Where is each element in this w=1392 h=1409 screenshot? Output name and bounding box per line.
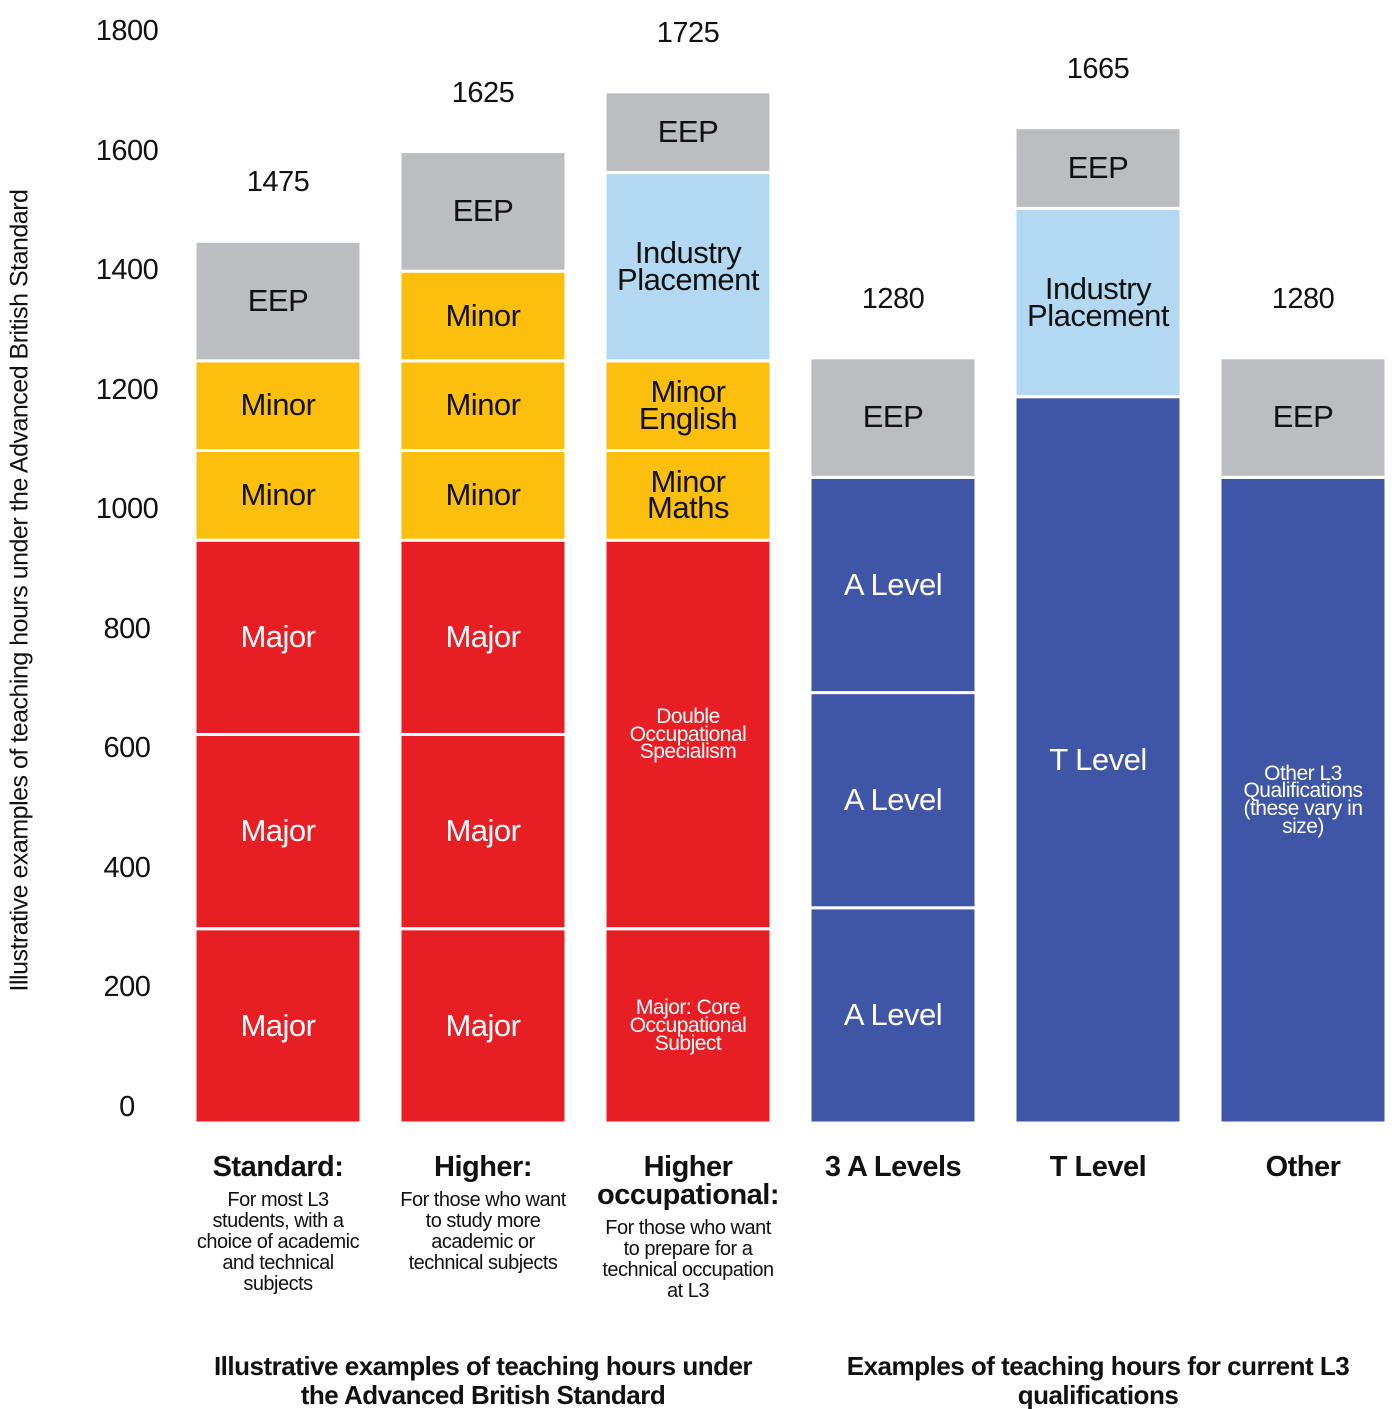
segment-label: Industry Placement bbox=[1027, 271, 1169, 333]
bar-segment bbox=[398, 538, 568, 736]
segment-label: Minor bbox=[445, 297, 521, 333]
bar-segment bbox=[603, 538, 773, 931]
bar-segment bbox=[398, 150, 568, 273]
segment-label: Double Occupational Specialism bbox=[629, 704, 747, 764]
bar-segment bbox=[398, 359, 568, 453]
segment-label: Minor bbox=[240, 477, 316, 513]
segment-label: Major: Core Occupational Subject bbox=[629, 996, 747, 1055]
segment-label: Major bbox=[445, 619, 521, 655]
total-label: 1280 bbox=[1271, 282, 1335, 315]
y-tick-label: 1800 bbox=[95, 15, 159, 47]
y-tick-label: 1400 bbox=[95, 254, 159, 287]
total-label: 1475 bbox=[246, 166, 310, 199]
segment-label: T Level bbox=[1049, 741, 1147, 777]
bar-segment bbox=[193, 449, 363, 542]
total-label: 1725 bbox=[656, 16, 720, 49]
segment-label: EEP bbox=[657, 114, 719, 149]
category-label: Higher: bbox=[434, 1151, 533, 1183]
category-label: T Level bbox=[1049, 1151, 1147, 1183]
bar-segment bbox=[603, 449, 773, 542]
category-description: For most L3 students, with a choice of a… bbox=[196, 1189, 360, 1295]
bar-segment bbox=[808, 356, 978, 479]
bar-segment bbox=[193, 239, 363, 363]
group-label: Examples of teaching hours for current L… bbox=[846, 1351, 1350, 1409]
segment-label: EEP bbox=[862, 399, 924, 435]
y-tick-label: 400 bbox=[103, 851, 151, 884]
bar-segment bbox=[398, 449, 568, 542]
segment-label: Major bbox=[445, 1007, 521, 1043]
y-tick-label: 1000 bbox=[95, 493, 159, 526]
segment-label: A Level bbox=[843, 782, 943, 818]
segment-label: A Level bbox=[843, 566, 943, 602]
bar-segment bbox=[603, 90, 773, 175]
bar-segment bbox=[193, 927, 363, 1125]
bar-segment bbox=[1218, 356, 1388, 479]
segment-label: EEP bbox=[1067, 149, 1129, 185]
total-label: 1665 bbox=[1066, 52, 1130, 85]
segment-label: Other L3 Qualifications (these vary in s… bbox=[1243, 761, 1363, 839]
group-label: Illustrative examples of teaching hours … bbox=[213, 1351, 753, 1409]
category-description: For those who want to study more academi… bbox=[400, 1189, 566, 1274]
segment-label: Major bbox=[240, 619, 316, 655]
segment-label: Minor bbox=[240, 387, 316, 423]
segment-label: Minor English bbox=[638, 374, 738, 436]
bar-segment bbox=[1013, 395, 1183, 1125]
segment-label: A Level bbox=[843, 997, 943, 1033]
bar-segment bbox=[603, 171, 773, 363]
segment-label: Major bbox=[240, 1007, 316, 1043]
bar-segment bbox=[398, 927, 568, 1125]
segment-label: Minor bbox=[445, 477, 521, 513]
y-tick-label: 0 bbox=[119, 1091, 135, 1123]
y-tick-label: 200 bbox=[103, 971, 151, 1004]
bar-segment bbox=[1013, 126, 1183, 210]
segment-label: Minor bbox=[445, 387, 521, 423]
bar-segment bbox=[1013, 206, 1183, 399]
total-label: 1280 bbox=[861, 282, 925, 315]
y-tick-label: 1600 bbox=[95, 134, 159, 167]
segment-label: Industry Placement bbox=[617, 235, 759, 297]
bar-segment bbox=[398, 732, 568, 931]
bar-segment bbox=[193, 732, 363, 931]
y-tick-label: 800 bbox=[103, 612, 151, 645]
bar-segment bbox=[808, 906, 978, 1125]
segment-label: EEP bbox=[1272, 399, 1334, 435]
bar-segment bbox=[603, 359, 773, 453]
category-label: 3 A Levels bbox=[824, 1151, 962, 1183]
segment-label: Minor Maths bbox=[647, 463, 729, 526]
bar-segment bbox=[808, 691, 978, 910]
segment-label: EEP bbox=[452, 193, 514, 229]
y-axis-label: Illustrative examples of teaching hours … bbox=[5, 189, 34, 992]
category-label: Other bbox=[1265, 1151, 1341, 1183]
category-label: Standard: bbox=[212, 1151, 344, 1183]
category-description: For those who want to prepare for a tech… bbox=[602, 1217, 774, 1302]
bar-segment bbox=[193, 359, 363, 453]
segment-label: Major bbox=[240, 813, 316, 849]
category-label: Higher occupational: bbox=[596, 1151, 780, 1211]
y-tick-label: 1200 bbox=[95, 373, 159, 406]
segment-label: EEP bbox=[247, 282, 309, 318]
bar-segment bbox=[398, 269, 568, 363]
total-label: 1625 bbox=[451, 76, 515, 109]
y-tick-label: 600 bbox=[103, 732, 151, 765]
segment-label: Major bbox=[445, 813, 521, 849]
bar-segment bbox=[1218, 475, 1388, 1125]
